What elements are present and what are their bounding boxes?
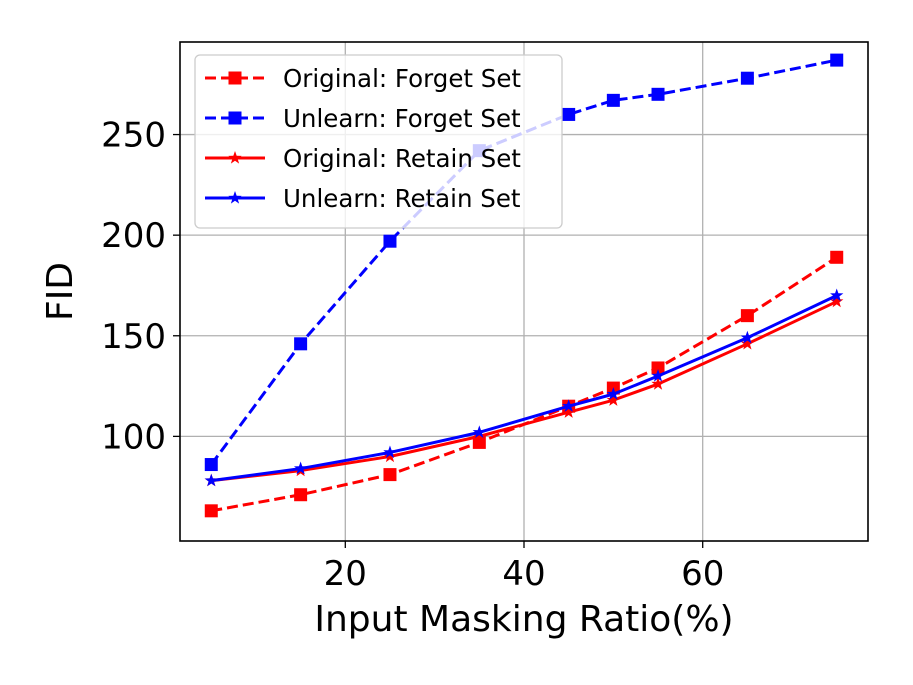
data-point [294, 337, 308, 351]
data-point [740, 71, 754, 85]
legend-item: Unlearn: Retain Set [205, 184, 521, 213]
data-point [383, 449, 397, 463]
data-point [651, 361, 665, 375]
data-point [383, 468, 397, 482]
legend-marker [228, 191, 242, 204]
data-point [472, 429, 486, 443]
data-point [830, 288, 844, 302]
y-axis-label: FID [40, 262, 81, 321]
data-point [294, 488, 308, 502]
x-axis-label: Input Masking Ratio(%) [314, 599, 733, 640]
legend-item: Original: Forget Set [205, 64, 521, 93]
legend-box [194, 54, 563, 229]
series-line [210, 58, 838, 466]
data-point [562, 399, 576, 412]
data-point [606, 93, 620, 107]
series-4 [204, 288, 844, 487]
legend-label: Original: Forget Set [283, 64, 521, 93]
legend-label: Unlearn: Retain Set [283, 184, 521, 213]
data-point [383, 445, 397, 459]
data-point [740, 309, 754, 323]
data-point [651, 87, 665, 101]
legend-item: Original: Retain Set [205, 144, 521, 173]
axis-ticks: 20 40 60 100 150 200 250 [101, 116, 724, 594]
y-tick-label: 200 [101, 216, 166, 256]
data-point [204, 458, 218, 472]
legend-item: Unlearn: Forget Set [205, 104, 521, 133]
y-tick-label: 100 [101, 417, 166, 457]
data-point [293, 461, 308, 475]
data-point [472, 425, 486, 439]
series-layer [204, 53, 844, 518]
data-point [204, 473, 218, 487]
legend-marker [228, 151, 242, 164]
data-point [830, 53, 844, 67]
data-point [562, 107, 576, 121]
x-tick-label: 60 [681, 554, 724, 594]
data-point [204, 504, 218, 518]
x-tick-label: 20 [324, 554, 367, 594]
y-tick-label: 250 [101, 116, 166, 156]
legend: Original: Forget Set Unlearn: Forget Set O… [194, 54, 563, 229]
x-tick-label: 40 [502, 554, 545, 594]
data-point [383, 234, 397, 248]
data-point [830, 294, 844, 308]
legend-label: Original: Retain Set [283, 144, 521, 173]
data-point [562, 405, 576, 418]
legend-label: Unlearn: Forget Set [283, 104, 521, 133]
y-tick-label: 150 [101, 317, 166, 357]
data-point [651, 369, 665, 382]
data-point [472, 435, 486, 449]
data-point [740, 336, 755, 350]
legend-marker [228, 111, 242, 125]
data-point [830, 250, 844, 264]
data-point [606, 393, 621, 406]
legend-marker [228, 71, 242, 85]
data-point [740, 330, 755, 344]
data-point [606, 387, 621, 400]
data-point [651, 377, 665, 390]
